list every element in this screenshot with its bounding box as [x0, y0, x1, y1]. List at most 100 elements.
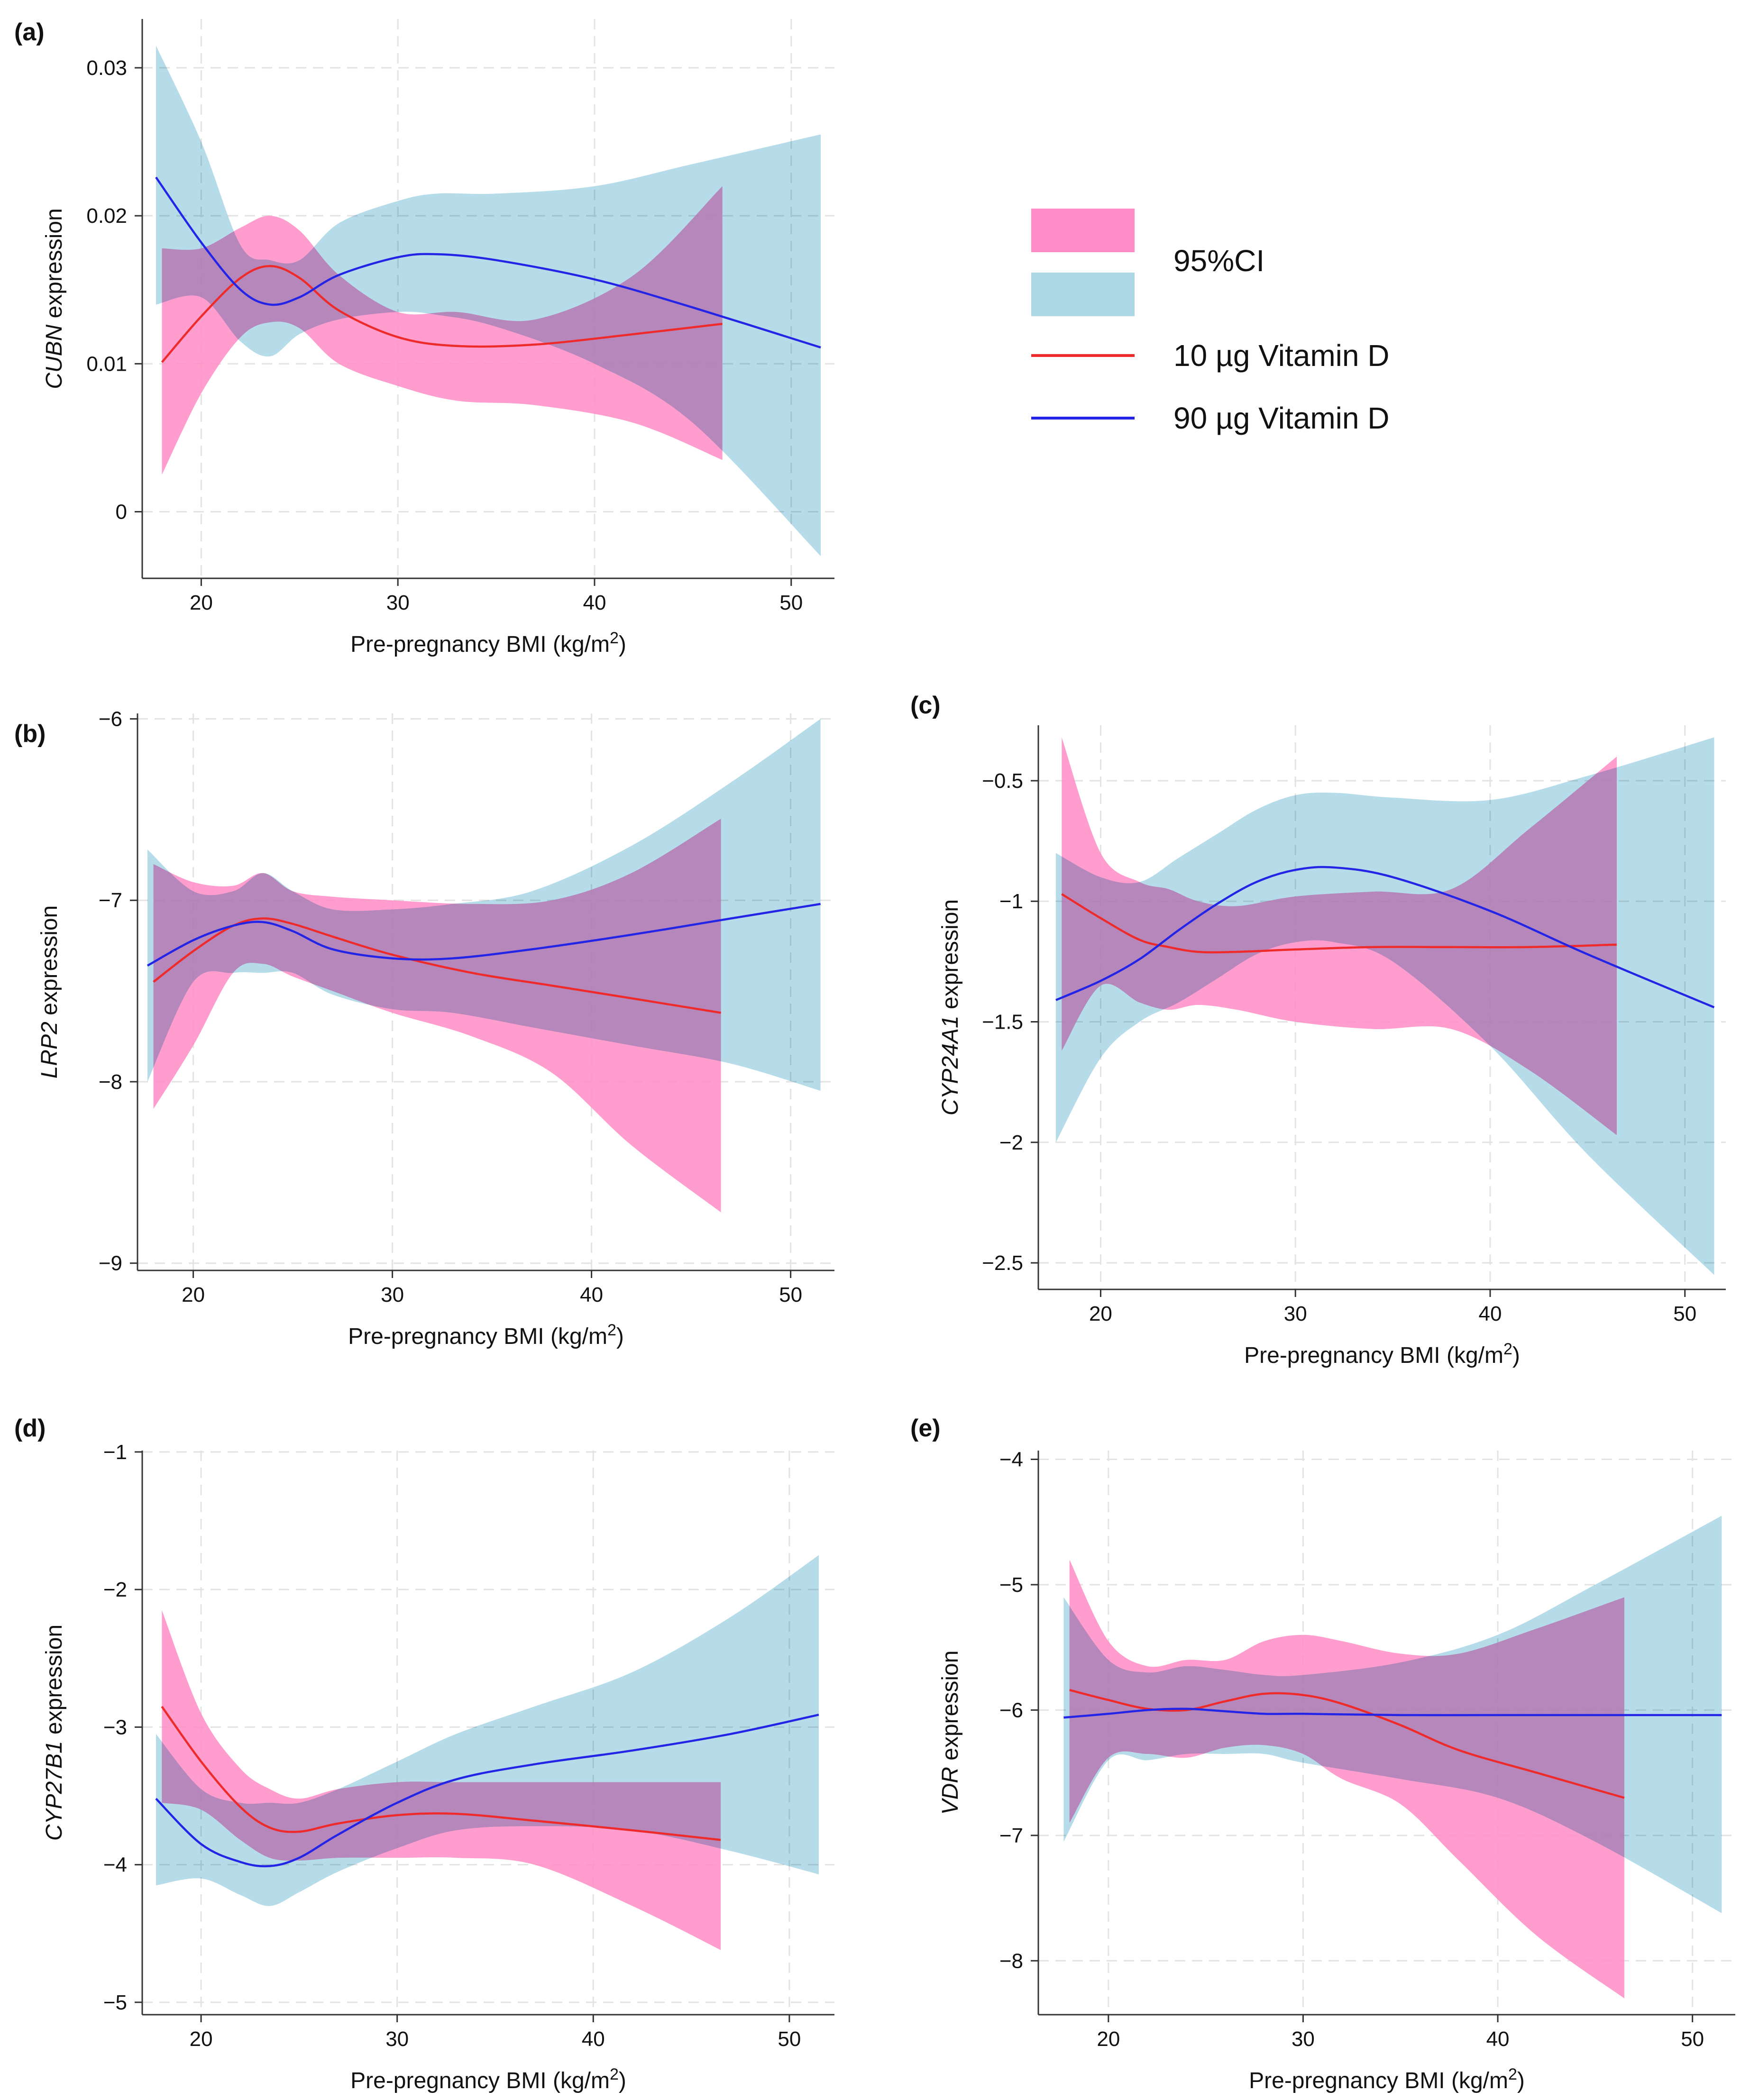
x-tick-label: 30 — [381, 1283, 404, 1306]
series-line-90ug — [155, 176, 821, 349]
chart-panel-e: 20 30 40 50 −8 −7 −6 −5 −4 Pre-pregnancy BMI (kg/… — [910, 1415, 1735, 2093]
x-axis-title-base: Pre-pregnancy BMI (kg/m — [350, 632, 610, 657]
x-tick-label: 50 — [1681, 2027, 1704, 2051]
x-tick-label: 30 — [1284, 1302, 1307, 1325]
x-tick-label: 50 — [779, 591, 803, 614]
x-tick-label: 20 — [182, 1283, 205, 1306]
y-tick-label: −8 — [999, 1949, 1023, 1972]
x-axis-title: Pre-pregnancy BMI (kg/m2) — [350, 2065, 626, 2093]
panel-label-c: (c) — [910, 692, 941, 719]
y-axis-title-gene: CYP24A1 — [938, 1015, 963, 1115]
ci-band-10ug — [162, 186, 723, 475]
ci-band-90ug — [147, 719, 821, 1091]
panel-label-b: (b) — [14, 720, 46, 748]
y-tick-label: −6 — [999, 1698, 1023, 1722]
y-tick-label: −5 — [103, 1991, 127, 2014]
y-axis-title-gene: VDR — [938, 1767, 963, 1815]
series-line-10ug — [1061, 893, 1617, 954]
x-axis-title-base: Pre-pregnancy BMI (kg/m — [348, 1324, 607, 1349]
y-tick-label: −7 — [99, 889, 122, 912]
x-tick-label: 20 — [1097, 2027, 1120, 2051]
x-tick-label: 30 — [1292, 2027, 1315, 2051]
y-tick-label: 0.01 — [86, 352, 127, 375]
x-axis-title-superscript: 2 — [1503, 1340, 1512, 1358]
x-tick-label: 40 — [1478, 1302, 1502, 1325]
y-tick-label: −4 — [999, 1448, 1023, 1471]
y-axis-title-gene: LRP2 — [37, 1022, 62, 1078]
y-axis-title: VDR expression — [938, 1651, 963, 1815]
x-axis-title-superscript: 2 — [1508, 2065, 1517, 2083]
y-tick-label: −2.5 — [982, 1251, 1023, 1275]
ci-band-90ug — [1056, 737, 1714, 1275]
x-axis-title-end: ) — [619, 632, 626, 657]
y-tick-label: −9 — [99, 1252, 122, 1275]
legend-label-90ug: 90 µg Vitamin D — [1173, 401, 1389, 435]
x-axis-title-superscript: 2 — [610, 2065, 619, 2083]
panel-label-a: (a) — [14, 18, 45, 46]
series-line-90ug — [155, 1714, 819, 1868]
x-tick-label: 50 — [779, 1283, 802, 1306]
x-axis-title-end: ) — [619, 2068, 626, 2093]
x-tick-label: 20 — [190, 2027, 213, 2051]
legend-swatch-ci-90ug — [1031, 273, 1135, 316]
x-tick-label: 20 — [1089, 1302, 1112, 1325]
panel-label-d: (d) — [14, 1415, 46, 1442]
y-axis-title-suffix: expression — [42, 208, 67, 324]
x-tick-label: 30 — [386, 591, 410, 614]
x-axis-title-end: ) — [1512, 1343, 1520, 1368]
y-tick-label: −1 — [103, 1441, 127, 1464]
x-axis-title: Pre-pregnancy BMI (kg/m2) — [348, 1321, 624, 1349]
x-axis-title-end: ) — [1517, 2068, 1525, 2093]
chart-panel-d: 20 30 40 50 −5 −4 −3 −2 −1 Pre-pregnancy BMI (kg/… — [14, 1415, 834, 2093]
series-line-10ug — [161, 1706, 721, 1841]
ci-band-90ug — [156, 46, 821, 557]
series-line-10ug — [161, 265, 723, 363]
y-axis-title: LRP2 expression — [37, 905, 62, 1079]
x-axis-title-superscript: 2 — [610, 629, 619, 647]
x-axis-title: Pre-pregnancy BMI (kg/m2) — [1249, 2065, 1525, 2093]
x-tick-label: 50 — [778, 2027, 801, 2051]
y-axis-title: CUBN expression — [42, 208, 67, 389]
y-tick-label: −8 — [99, 1070, 122, 1094]
chart-panel-b: 20 30 40 50 −9 −8 −7 −6 Pre-pregnancy BMI (kg/m2… — [14, 707, 834, 1349]
legend: 95%CI 10 µg Vitamin D 90 µg Vitamin D — [1031, 209, 1389, 435]
ci-band-10ug — [162, 1610, 721, 1950]
y-tick-label: −4 — [103, 1853, 127, 1877]
y-axis-title-suffix: expression — [42, 1625, 67, 1741]
x-axis-title-end: ) — [616, 1324, 624, 1349]
y-tick-label: −1 — [999, 890, 1023, 913]
x-tick-label: 30 — [385, 2027, 409, 2051]
legend-swatch-ci-10ug — [1031, 209, 1135, 252]
y-tick-label: −6 — [99, 707, 122, 730]
y-tick-label: −3 — [103, 1716, 127, 1739]
x-axis-title-base: Pre-pregnancy BMI (kg/m — [1244, 1343, 1503, 1368]
y-tick-label: −2 — [103, 1578, 127, 1601]
x-axis-title-superscript: 2 — [607, 1321, 616, 1339]
chart-panel-c: 20 30 40 50 −2.5 −2 −1.5 −1 −0.5 Pre-pregnancy BM… — [910, 692, 1726, 1368]
y-tick-label: −7 — [999, 1824, 1023, 1847]
y-axis-title-gene: CUBN — [42, 324, 67, 389]
y-tick-label: −2 — [999, 1131, 1023, 1154]
y-axis-title: CYP24A1 expression — [938, 899, 963, 1115]
x-tick-label: 40 — [580, 1283, 603, 1306]
series-line-10ug — [1069, 1689, 1625, 1799]
x-tick-label: 20 — [190, 591, 213, 614]
y-tick-label: −1.5 — [982, 1011, 1023, 1034]
series-line-90ug — [1055, 866, 1715, 1009]
legend-label-10ug: 10 µg Vitamin D — [1173, 338, 1389, 373]
y-tick-label: 0.02 — [86, 204, 127, 228]
x-tick-label: 40 — [1486, 2027, 1510, 2051]
panel-label-e: (e) — [910, 1415, 941, 1442]
x-axis-title: Pre-pregnancy BMI (kg/m2) — [350, 629, 626, 657]
y-tick-label: 0.03 — [86, 56, 127, 80]
series-line-90ug — [147, 903, 821, 967]
x-axis-title: Pre-pregnancy BMI (kg/m2) — [1244, 1340, 1520, 1368]
x-tick-label: 40 — [582, 2027, 605, 2051]
x-axis-title-base: Pre-pregnancy BMI (kg/m — [1249, 2068, 1508, 2093]
x-tick-label: 40 — [583, 591, 606, 614]
y-tick-label: 0 — [116, 501, 127, 524]
ci-band-90ug — [156, 1555, 819, 1906]
y-axis-title: CYP27B1 expression — [42, 1625, 67, 1841]
x-tick-label: 50 — [1673, 1302, 1696, 1325]
